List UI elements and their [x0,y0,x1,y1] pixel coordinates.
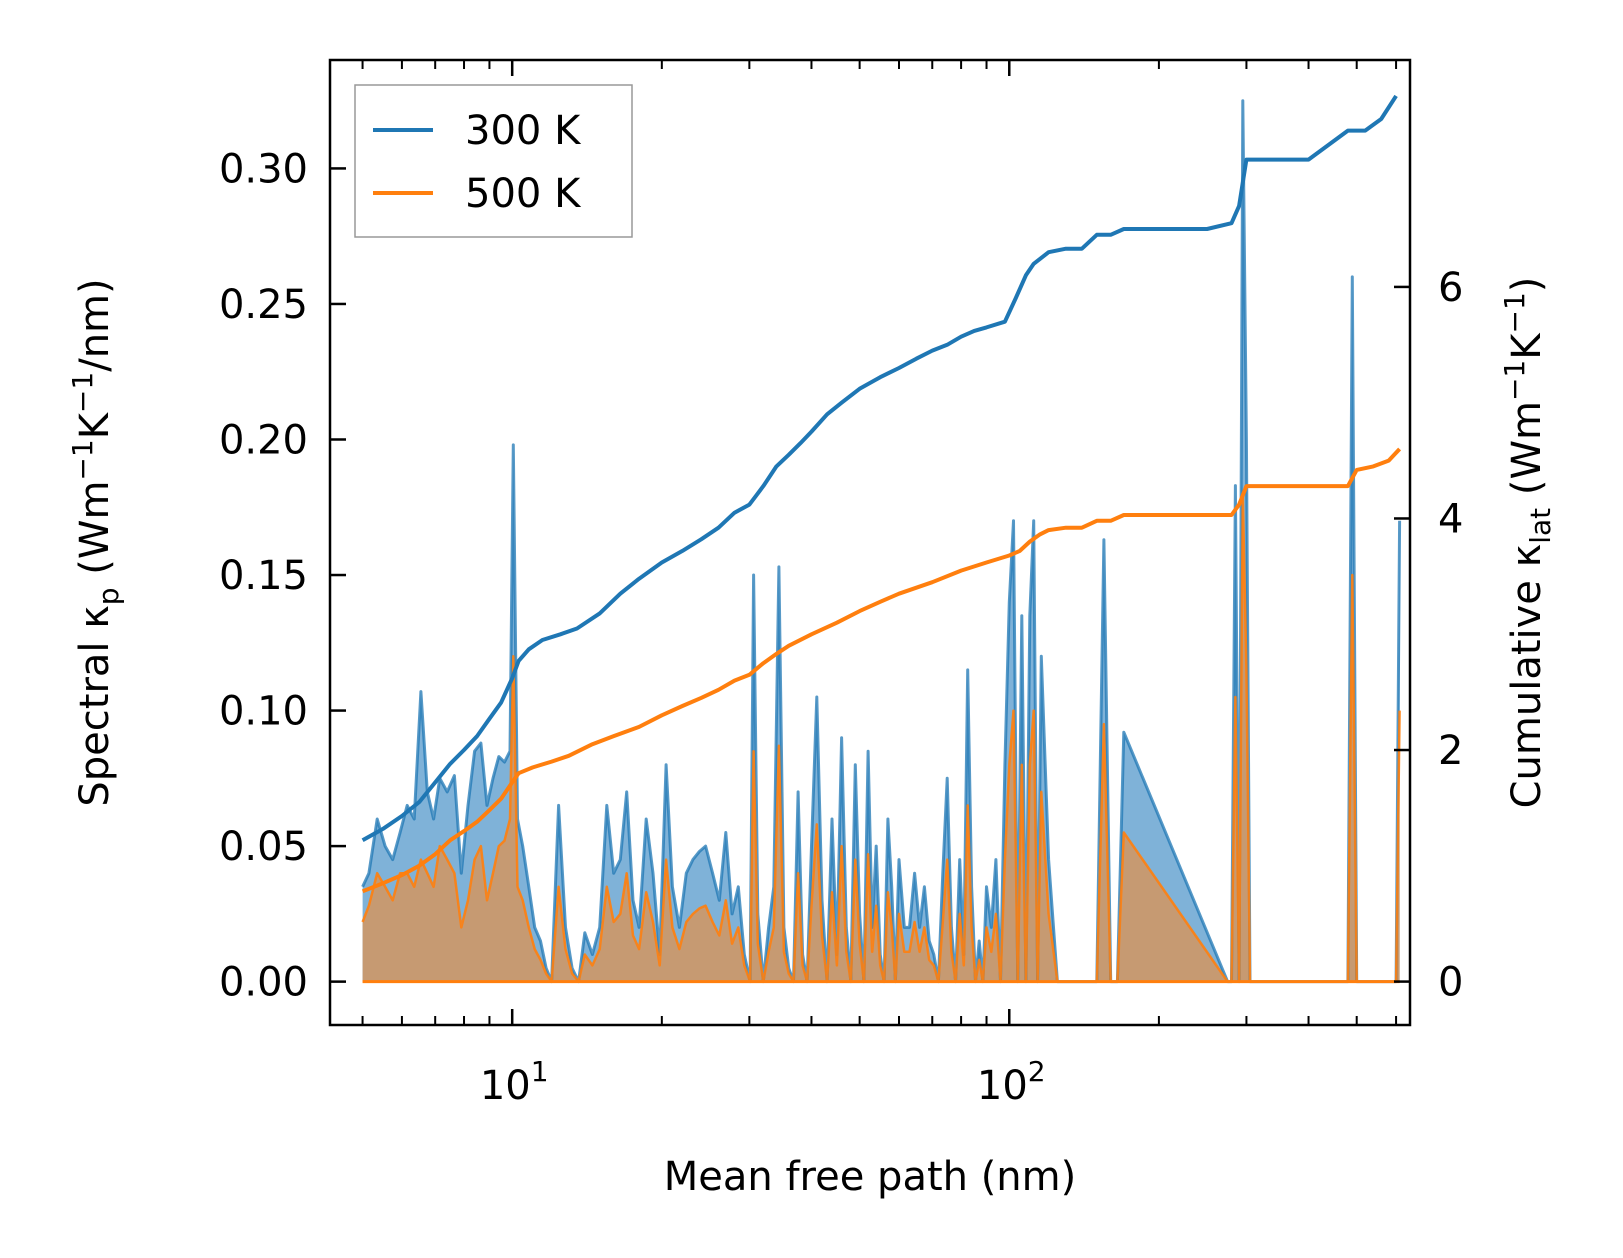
y-left-tick-label: 0.00 [219,960,308,1006]
x-tick-label: 102 [977,1055,1046,1109]
y-left-tick-label: 0.15 [219,553,308,599]
legend-box [354,84,633,238]
y-left-tick-label: 0.10 [219,689,308,735]
legend-label: 500 K [465,171,582,217]
y-left-axis-label: Spectral κp (Wm−1K−1/nm) [66,278,125,806]
x-axis-label: Mean free path (nm) [664,1154,1076,1200]
y-left-tick-label: 0.05 [219,824,308,870]
plot-frame [328,58,1412,1027]
x-tick-label: 101 [480,1055,549,1109]
spectral-500k-area [362,493,1400,982]
y-left-tick-label: 0.30 [219,146,308,192]
y-right-tick-label: 2 [1438,728,1463,774]
y-right-tick-label: 4 [1438,496,1463,542]
cumulative-300k-line [361,94,1398,843]
y-right-axis-label: Cumulative κlat (Wm−1K−1) [1498,277,1557,809]
cumulative-500k-line [361,447,1402,894]
y-right-tick-label: 0 [1438,960,1463,1006]
y-left-tick-label: 0.20 [219,417,308,463]
y-right-tick-label: 6 [1438,265,1463,311]
legend-label: 300 K [465,108,582,154]
y-left-tick-label: 0.25 [219,282,308,328]
spectral-300k-area [362,100,1400,982]
